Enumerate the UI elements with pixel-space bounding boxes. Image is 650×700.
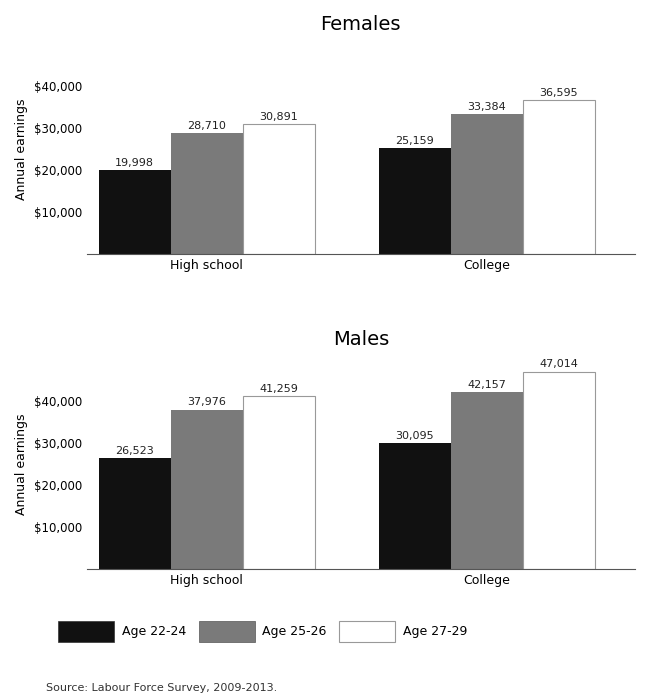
Bar	[99, 458, 171, 569]
Y-axis label: Annual earnings: Annual earnings	[15, 413, 28, 514]
Y-axis label: Annual earnings: Annual earnings	[15, 98, 28, 200]
Text: Source: Labour Force Survey, 2009-2013.: Source: Labour Force Survey, 2009-2013.	[46, 683, 277, 693]
Bar	[242, 395, 315, 569]
Bar	[523, 100, 595, 254]
Text: 41,259: 41,259	[259, 384, 298, 393]
Bar	[171, 410, 242, 569]
Bar	[379, 442, 451, 569]
Text: 47,014: 47,014	[540, 360, 578, 370]
Bar	[379, 148, 451, 254]
Text: 42,157: 42,157	[467, 380, 506, 390]
Text: 30,095: 30,095	[396, 430, 434, 440]
Bar	[523, 372, 595, 569]
Title: Males: Males	[333, 330, 389, 349]
Legend: Age 22-24, Age 25-26, Age 27-29: Age 22-24, Age 25-26, Age 27-29	[52, 615, 473, 648]
Title: Females: Females	[320, 15, 401, 34]
Bar	[451, 392, 523, 569]
Text: 37,976: 37,976	[187, 398, 226, 407]
Text: 33,384: 33,384	[467, 102, 506, 111]
Bar	[451, 113, 523, 254]
Text: 26,523: 26,523	[115, 446, 154, 456]
Text: 28,710: 28,710	[187, 121, 226, 131]
Text: 30,891: 30,891	[259, 112, 298, 122]
Text: 25,159: 25,159	[395, 136, 434, 146]
Bar	[171, 133, 242, 254]
Bar	[242, 124, 315, 254]
Text: 19,998: 19,998	[115, 158, 154, 168]
Bar	[99, 170, 171, 254]
Text: 36,595: 36,595	[540, 88, 578, 98]
